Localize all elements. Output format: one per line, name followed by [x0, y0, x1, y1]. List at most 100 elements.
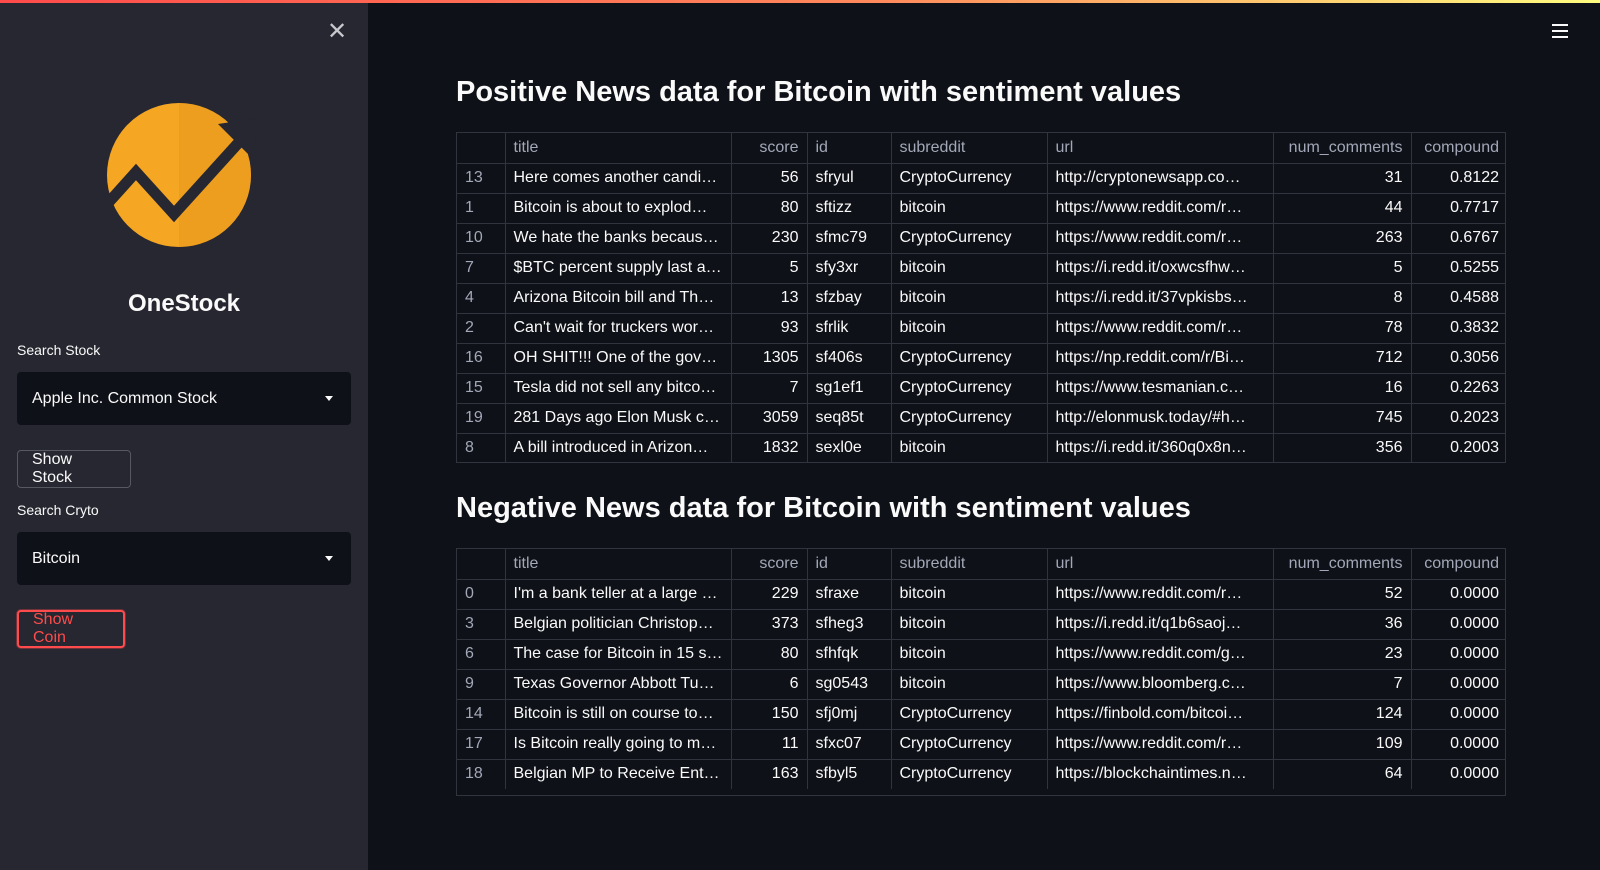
table-cell: bitcoin	[891, 609, 1048, 640]
table-row[interactable]: 16 OH SHIT!!! One of the gov… 1305 sf406s Cr…	[457, 343, 1505, 374]
table-cell: Is Bitcoin really going to m…	[505, 729, 732, 760]
table-cell: sftizz	[807, 193, 892, 224]
table-cell: CryptoCurrency	[891, 699, 1048, 730]
table-cell: 13	[457, 163, 506, 194]
table-row[interactable]: 7 $BTC percent supply last a… 5 sfy3xr bitco…	[457, 253, 1505, 284]
table-cell: 0.5255	[1411, 253, 1505, 284]
table-cell: 6	[457, 639, 506, 670]
positive-news-title: Positive News data for Bitcoin with sent…	[456, 76, 1182, 108]
table-cell: sfxc07	[807, 729, 892, 760]
table-row[interactable]: 15 Tesla did not sell any bitco… 7 sg1ef1 Cr…	[457, 373, 1505, 404]
hamburger-menu-icon[interactable]	[1552, 24, 1568, 38]
table-cell: 0.2003	[1450, 439, 1499, 457]
table-row[interactable]: 1 Bitcoin is about to explod… 80 sftizz bitc…	[457, 193, 1505, 224]
table-cell: https://www.reddit.com/r…	[1047, 729, 1274, 760]
table-row[interactable]: 19 281 Days ago Elon Musk cl… 3059 seq85t Cr…	[457, 403, 1505, 434]
column-header[interactable]: title	[505, 133, 732, 164]
table-cell: CryptoCurrency	[891, 163, 1048, 194]
show-coin-button[interactable]: Show Coin	[17, 610, 125, 648]
column-header[interactable]: compound	[1411, 549, 1505, 580]
column-header[interactable]: num_comments	[1273, 133, 1412, 164]
table-cell: sfbyl5	[807, 759, 892, 789]
table-cell: 5	[1273, 253, 1412, 284]
table-row[interactable]: 10 We hate the banks becaus… 230 sfmc79 Cryp…	[457, 223, 1505, 254]
caret-down-icon	[325, 556, 333, 561]
column-header[interactable]: score	[731, 133, 808, 164]
table-cell: 150	[731, 699, 808, 730]
table-cell: 17	[457, 729, 506, 760]
table-cell: 36	[1273, 609, 1412, 640]
column-header[interactable]: id	[807, 133, 892, 164]
table-cell: A bill introduced in Arizon…	[505, 433, 732, 462]
table-cell: 0.2263	[1411, 373, 1505, 404]
table-cell: 44	[1273, 193, 1412, 224]
table-cell: sfmc79	[807, 223, 892, 254]
negative-news-title: Negative News data for Bitcoin with sent…	[456, 492, 1191, 524]
table-row[interactable]: 0 I'm a bank teller at a large … 229 sfraxe…	[457, 579, 1505, 610]
table-cell: bitcoin	[891, 253, 1048, 284]
column-header[interactable]	[457, 549, 506, 580]
table-cell: The case for Bitcoin in 15 s…	[505, 639, 732, 670]
table-cell: 80	[731, 193, 808, 224]
table-cell: Belgian MP to Receive Enti…	[505, 759, 732, 789]
stock-select[interactable]: Apple Inc. Common Stock	[17, 372, 351, 425]
column-header[interactable]: subreddit	[891, 133, 1048, 164]
column-header[interactable]: id	[807, 549, 892, 580]
column-header[interactable]: score	[731, 549, 808, 580]
table-row[interactable]: 14 Bitcoin is still on course to… 150 sfj0m…	[457, 699, 1505, 730]
table-cell: 10	[457, 223, 506, 254]
table-cell: https://i.redd.it/q1b6saoj…	[1047, 609, 1274, 640]
table-cell: 7	[1273, 669, 1412, 700]
crypto-select[interactable]: Bitcoin	[17, 532, 351, 585]
column-header[interactable]: url	[1047, 549, 1274, 580]
table-cell: 9	[457, 669, 506, 700]
table-cell: sfryul	[807, 163, 892, 194]
close-sidebar-icon[interactable]: ✕	[326, 17, 348, 45]
app-title: OneStock	[127, 290, 241, 317]
table-cell: https://www.bloomberg.c…	[1047, 669, 1274, 700]
table-cell: 229	[731, 579, 808, 610]
table-cell: https://www.reddit.com/r…	[1047, 223, 1274, 254]
table-cell: sexl0e	[807, 433, 892, 462]
table-row[interactable]: 9 Texas Governor Abbott Tu… 6 sg0543 bitcoin…	[457, 669, 1505, 700]
table-row[interactable]: 3 Belgian politician Christop… 373 sfheg3 bi…	[457, 609, 1505, 640]
table-cell: sg1ef1	[807, 373, 892, 404]
column-header[interactable]: title	[505, 549, 732, 580]
column-header[interactable]: subreddit	[891, 549, 1048, 580]
table-cell: 0.0000	[1411, 609, 1505, 640]
table-cell: Here comes another candi…	[505, 163, 732, 194]
table-row[interactable]: 18 Belgian MP to Receive Enti… 163 sfbyl5 Cr…	[457, 759, 1505, 789]
table-row[interactable]: 6 The case for Bitcoin in 15 s… 80 sfhfqk bi…	[457, 639, 1505, 670]
positive-table: title score id subreddit url num_comments comp…	[457, 133, 1505, 462]
table-cell: sfrlik	[807, 313, 892, 344]
table-row[interactable]: 17 Is Bitcoin really going to m… 11 sfxc07 C…	[457, 729, 1505, 760]
positive-news-table[interactable]: title score id subreddit url num_comments comp…	[456, 132, 1506, 463]
column-header[interactable]	[457, 133, 506, 164]
table-cell: https://i.redd.it/37vpkisbs…	[1047, 283, 1274, 314]
column-header[interactable]: url	[1047, 133, 1274, 164]
table-cell: bitcoin	[891, 313, 1048, 344]
table-cell: CryptoCurrency	[891, 373, 1048, 404]
table-cell: https://finbold.com/bitcoi…	[1047, 699, 1274, 730]
table-cell: Bitcoin is still on course to…	[505, 699, 732, 730]
table-cell: 230	[731, 223, 808, 254]
table-cell: 80	[731, 639, 808, 670]
table-row[interactable]: 4 Arizona Bitcoin bill and Th… 13 sfzbay bit…	[457, 283, 1505, 314]
table-row[interactable]: 2 Can't wait for truckers wor… 93 sfrlik bit…	[457, 313, 1505, 344]
table-cell: 0.6767	[1411, 223, 1505, 254]
negative-news-table[interactable]: title score id subreddit url num_comments comp…	[456, 548, 1506, 796]
column-header[interactable]: num_comments	[1273, 549, 1412, 580]
table-row[interactable]: 13 Here comes another candi… 56 sfryul Crypt…	[457, 163, 1505, 194]
table-cell: https://blockchaintimes.n…	[1047, 759, 1274, 789]
table-cell: 0.0000	[1411, 669, 1505, 700]
show-stock-button[interactable]: Show Stock	[17, 450, 131, 488]
table-cell: Tesla did not sell any bitco…	[505, 373, 732, 404]
table-cell: 0.7717	[1411, 193, 1505, 224]
stock-select-value: Apple Inc. Common Stock	[32, 389, 217, 407]
table-cell: 4	[457, 283, 506, 314]
table-cell: 263	[1273, 223, 1412, 254]
table-cell: https://i.redd.it/360q0x8n…	[1047, 433, 1274, 462]
table-cell: bitcoin	[891, 639, 1048, 670]
column-header[interactable]: compound	[1411, 133, 1505, 164]
